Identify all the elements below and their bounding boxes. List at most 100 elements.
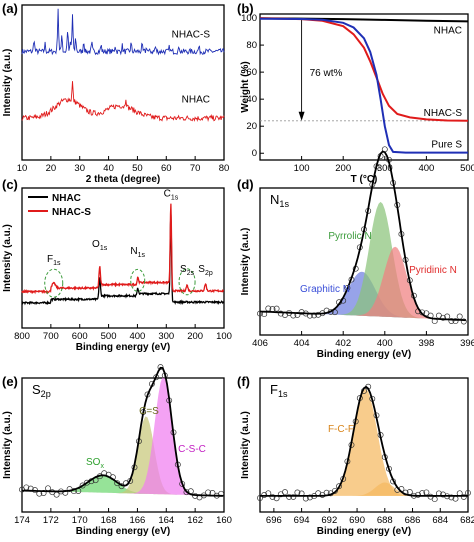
s2p-data-point (45, 485, 51, 492)
xrd-xtick-label: 30 (74, 163, 85, 174)
s2p-xtick-label: 160 (216, 515, 232, 526)
survey-peak-label-n1s: N1s (130, 246, 145, 259)
xrd-xtick-label: 40 (103, 163, 114, 174)
f1s-data-point (331, 487, 338, 494)
n1s-data-point (257, 310, 263, 317)
tga-series-label: Pure S (431, 140, 462, 151)
f1s-component-label-f-c-f: F-C-F (328, 424, 354, 435)
f1s-xtick-label: 690 (349, 515, 365, 526)
survey-panel-label: (c) (2, 177, 18, 192)
f1s-data-point (448, 494, 455, 501)
survey-peak-label-f1s: F1s (47, 254, 61, 267)
tga-ytick-label: 40 (246, 94, 257, 105)
tga-plot-frame (259, 13, 469, 161)
s2p-component-label-c-s: C=S (139, 406, 159, 417)
s2p-data-point (53, 491, 60, 498)
xrd-xtick-label: 10 (17, 163, 28, 174)
f1s-data-point (415, 491, 422, 498)
survey-series-nhac (21, 214, 225, 306)
n1s-ylabel: Intensity (a.u.) (240, 228, 251, 296)
n1s-component-pyrrolic-n (260, 201, 468, 321)
n1s-xlabel: Binding energy (eV) (317, 349, 411, 360)
s2p-data-point (83, 479, 90, 486)
s2p-component-c-s-c (22, 376, 224, 496)
tga-xlabel: T (°C) (351, 174, 378, 185)
n1s-data-point (277, 310, 284, 317)
s2p-panel-label: (e) (2, 374, 18, 389)
s2p-xtick-label: 166 (129, 515, 145, 526)
survey-series-nhac-s (21, 203, 225, 295)
n1s-data-point (452, 318, 459, 325)
n1s-component-label-pyridinic-n: Pyridinic N (409, 265, 457, 276)
xrd-xtick-label: 60 (161, 163, 172, 174)
s2p-xlabel: Binding energy (eV) (76, 526, 170, 537)
survey-xtick-label: 100 (216, 331, 232, 342)
tga-xtick-label: 100 (294, 163, 310, 174)
xrd-legend-label: NHAC (182, 95, 210, 106)
xrd-series-nhac (21, 81, 225, 123)
s2p-data-point (157, 364, 164, 371)
f1s-xtick-label: 694 (294, 515, 310, 526)
tga-ylabel: Weight (%) (240, 61, 251, 112)
xrd-xlabel: 2 theta (degree) (86, 174, 160, 185)
n1s-data-point (315, 311, 322, 318)
s2p-xtick-label: 174 (14, 515, 30, 526)
s2p-data-point (183, 489, 190, 496)
f1s-plot-frame (259, 377, 469, 513)
f1s-xtick-label: 688 (377, 515, 393, 526)
survey-xtick-label: 600 (72, 331, 88, 342)
f1s-xtick-label: 692 (321, 515, 337, 526)
f1s-data-point (431, 496, 438, 503)
survey-xlabel: Binding energy (eV) (76, 342, 170, 353)
f1s-xtick-label: 682 (460, 515, 474, 526)
xrd-xtick-label: 20 (46, 163, 57, 174)
f1s-xtick-label: 686 (405, 515, 421, 526)
s2p-xtick-label: 172 (43, 515, 59, 526)
xrd-plot-frame (21, 4, 225, 161)
tga-series-label: NHAC-S (424, 108, 463, 119)
f1s-data-point (282, 489, 288, 496)
survey-ylabel: Intensity (a.u.) (2, 224, 13, 292)
tga-annotation: 76 wt% (310, 68, 343, 79)
survey-highlight-ellipse (130, 268, 146, 292)
tga-series-pure-s (259, 17, 468, 154)
f1s-data-point (286, 493, 293, 500)
s2p-xtick-label: 162 (187, 515, 203, 526)
tga-xtick-label: 500 (460, 163, 474, 174)
f1s-panel-label: (f) (237, 374, 250, 389)
tga-ytick-label: 60 (246, 67, 257, 78)
n1s-title: N1s (270, 192, 289, 209)
tga-xtick-label: 400 (418, 163, 434, 174)
survey-xtick-label: 300 (158, 331, 174, 342)
tga-arrow-head (298, 111, 305, 121)
survey-highlight-ellipse (44, 268, 64, 298)
survey-legend-label: NHAC (52, 193, 81, 204)
s2p-component-label-sox: SOx (86, 457, 104, 470)
f1s-xtick-label: 684 (432, 515, 448, 526)
s2p-component-label-c-s-c: C-S-C (178, 444, 206, 455)
n1s-data-point (456, 313, 463, 320)
n1s-xtick-label: 404 (294, 338, 310, 349)
tga-ytick-label: 20 (246, 121, 257, 132)
n1s-xtick-label: 398 (418, 338, 434, 349)
n1s-fit-envelope (259, 150, 466, 322)
tga-panel-label: (b) (237, 1, 254, 16)
survey-peak-label-s2p: S2p (198, 264, 213, 277)
tga-ytick-label: 0 (252, 148, 257, 159)
n1s-data-point (298, 309, 305, 316)
xrd-series-nhac-s (21, 8, 225, 56)
tga-xtick-label: 300 (377, 163, 393, 174)
f1s-data-point (460, 493, 467, 500)
survey-plot-frame (21, 187, 225, 329)
n1s-xtick-label: 402 (335, 338, 351, 349)
s2p-xtick-label: 168 (101, 515, 117, 526)
f1s-data-point (306, 494, 313, 501)
f1s-title: F1s (270, 382, 288, 399)
xrd-panel-label: (a) (2, 1, 18, 16)
n1s-data-point (460, 318, 467, 325)
s2p-xtick-label: 170 (72, 515, 88, 526)
xrd-xtick-label: 70 (190, 163, 201, 174)
xrd-xtick-label: 80 (219, 163, 230, 174)
tga-ytick-label: 80 (246, 40, 257, 51)
n1s-data-point (273, 305, 280, 312)
